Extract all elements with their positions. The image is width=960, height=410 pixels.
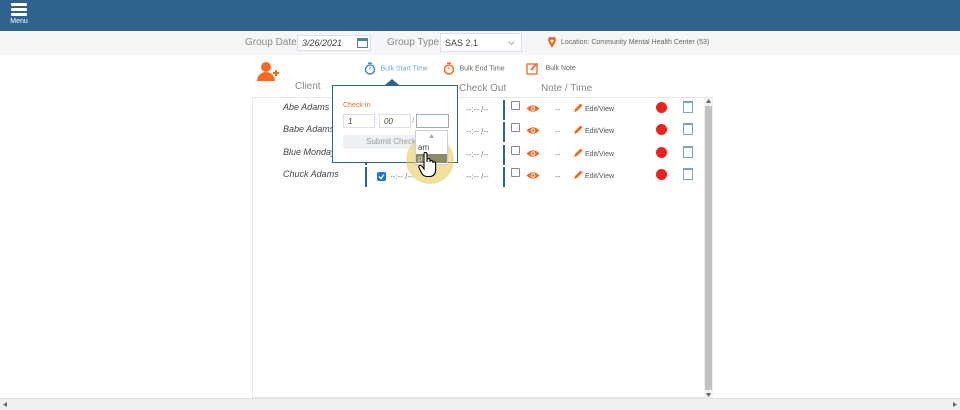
eye-icon[interactable] bbox=[526, 104, 540, 113]
check-out-divider bbox=[503, 144, 505, 165]
horizontal-scrollbar[interactable] bbox=[0, 398, 960, 410]
edit-view-link[interactable]: Edit/View bbox=[585, 150, 615, 158]
note-time: -- bbox=[555, 171, 561, 181]
location-pin-icon bbox=[548, 37, 556, 48]
group-date-label: Group Date: bbox=[245, 37, 300, 48]
clock-icon[interactable] bbox=[656, 102, 667, 113]
pencil-icon[interactable] bbox=[573, 148, 583, 158]
trash-icon[interactable] bbox=[683, 167, 693, 180]
stopwatch-icon bbox=[443, 62, 455, 76]
bulk-start-label: Bulk Start Time bbox=[380, 65, 428, 73]
client-name[interactable]: Babe Adams bbox=[283, 124, 335, 135]
group-type-label: Group Type: bbox=[387, 37, 442, 48]
check-out-divider bbox=[503, 100, 505, 120]
check-in-time: --:-- /-- bbox=[390, 171, 413, 181]
trash-icon[interactable] bbox=[683, 123, 693, 136]
stopwatch-icon bbox=[364, 62, 376, 76]
client-name[interactable]: Blue Monday bbox=[283, 146, 336, 157]
client-name[interactable]: Abe Adams bbox=[283, 102, 330, 112]
row-checkbox[interactable] bbox=[511, 101, 520, 110]
check-out-time: --:-- /-- bbox=[466, 105, 489, 114]
dropdown-up-arrow[interactable] bbox=[429, 134, 434, 138]
note-time-header: Note / Time bbox=[541, 83, 593, 94]
top-bar: Menu bbox=[0, 0, 960, 31]
location-text: Location: Community Mental Health Center… bbox=[561, 39, 710, 46]
pencil-icon[interactable] bbox=[573, 170, 583, 180]
add-user-icon bbox=[261, 62, 271, 72]
group-date-value: 3/26/2021 bbox=[302, 38, 343, 48]
scroll-up-arrow[interactable] bbox=[706, 99, 711, 103]
check-out-divider bbox=[503, 166, 505, 187]
bulk-start-time-button[interactable]: Bulk Start Time bbox=[364, 60, 428, 78]
group-date-input[interactable]: 3/26/2021 bbox=[297, 35, 371, 51]
client-header: Client bbox=[295, 81, 321, 92]
client-name[interactable]: Chuck Adams bbox=[283, 168, 339, 179]
hour-input[interactable]: 1 bbox=[343, 114, 375, 128]
slash-separator: / bbox=[412, 115, 415, 125]
chevron-down-icon bbox=[508, 41, 515, 46]
bulk-note-button[interactable]: Bulk Note bbox=[526, 60, 576, 78]
scroll-down-arrow[interactable] bbox=[706, 393, 711, 397]
check-out-time: --:-- /-- bbox=[466, 171, 489, 181]
ampm-select[interactable] bbox=[416, 114, 449, 128]
bulk-end-time-button[interactable]: Bulk End Time bbox=[443, 60, 505, 78]
trash-icon[interactable] bbox=[683, 145, 693, 158]
menu-button[interactable]: Menu bbox=[8, 3, 30, 25]
clock-icon[interactable] bbox=[656, 124, 667, 136]
scroll-left-arrow[interactable] bbox=[3, 402, 7, 407]
eye-icon[interactable] bbox=[526, 126, 540, 135]
hand-cursor-icon bbox=[418, 152, 437, 178]
note-time: -- bbox=[555, 127, 561, 137]
check-out-time: --:-- /-- bbox=[466, 127, 489, 137]
group-type-value: SAS 2.1 bbox=[445, 38, 479, 48]
pencil-icon[interactable] bbox=[573, 103, 583, 113]
scrollbar-thumb[interactable] bbox=[705, 106, 712, 390]
edit-view-link[interactable]: Edit/View bbox=[585, 172, 615, 180]
eye-icon[interactable] bbox=[526, 149, 540, 158]
hamburger-icon bbox=[8, 3, 30, 16]
bulk-end-label: Bulk End Time bbox=[459, 65, 505, 73]
client-table bbox=[252, 97, 713, 398]
clock-icon[interactable] bbox=[656, 168, 667, 180]
add-client-button[interactable] bbox=[257, 62, 279, 84]
group-type-select[interactable]: SAS 2.1 bbox=[440, 33, 522, 52]
calendar-icon[interactable] bbox=[357, 38, 368, 48]
pencil-icon[interactable] bbox=[573, 125, 583, 135]
note-time: -- bbox=[555, 105, 561, 114]
filter-bar: Group Date: 3/26/2021 Group Type: SAS 2.… bbox=[0, 31, 960, 55]
check-in-divider bbox=[365, 166, 367, 187]
note-time: -- bbox=[555, 149, 561, 159]
row-checkbox[interactable] bbox=[511, 145, 520, 155]
edit-view-link[interactable]: Edit/View bbox=[585, 106, 615, 113]
option-am[interactable]: am bbox=[418, 143, 430, 152]
check-out-header: Check Out bbox=[459, 83, 507, 94]
eye-icon[interactable] bbox=[526, 171, 540, 180]
check-out-time: --:-- /-- bbox=[466, 149, 489, 159]
menu-label: Menu bbox=[10, 18, 28, 25]
scroll-right-arrow[interactable] bbox=[953, 402, 957, 407]
row-checkbox[interactable] bbox=[511, 167, 520, 177]
popup-arrow bbox=[385, 79, 399, 85]
colon-separator: : bbox=[375, 116, 378, 125]
bulk-note-label: Bulk Note bbox=[545, 65, 576, 73]
trash-icon[interactable] bbox=[683, 101, 693, 113]
edit-view-link[interactable]: Edit/View bbox=[585, 128, 615, 136]
check-in-label: Check In bbox=[343, 102, 371, 109]
minute-input[interactable]: 00 bbox=[379, 114, 411, 128]
check-out-divider bbox=[503, 122, 505, 143]
row-checkbox-checked[interactable] bbox=[377, 171, 386, 181]
note-edit-icon bbox=[526, 63, 538, 75]
row-checkbox[interactable] bbox=[511, 123, 520, 133]
clock-icon[interactable] bbox=[656, 146, 667, 158]
